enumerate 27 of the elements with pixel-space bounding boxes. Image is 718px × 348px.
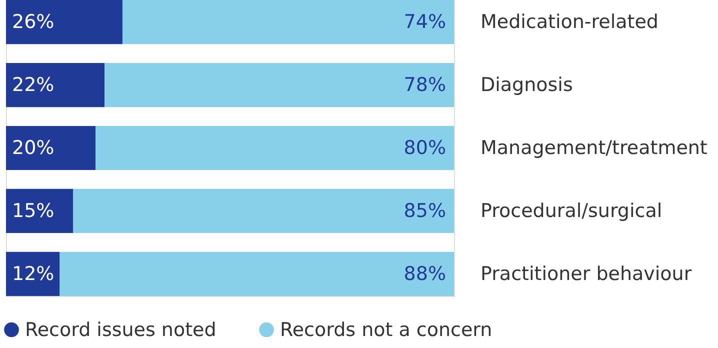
bar: [6, 126, 96, 170]
y-tick-label: Medication-related: [480, 11, 658, 34]
bar: [73, 188, 454, 234]
data-label: 74%: [404, 11, 446, 34]
data-label: 26%: [12, 11, 54, 34]
data-label: 80%: [404, 137, 446, 159]
data-label: 12%: [12, 262, 54, 285]
bar: [6, 188, 74, 234]
data-label: 85%: [404, 200, 446, 222]
bar: [6, 62, 105, 108]
data-label: 88%: [404, 262, 446, 285]
legend-label: Record issues noted: [25, 318, 216, 341]
bar: [6, 252, 60, 296]
data-label: 78%: [404, 74, 446, 96]
bar: [60, 252, 454, 296]
y-tick-label: Management/treatment: [480, 137, 708, 159]
data-label: 22%: [12, 74, 54, 96]
y-tick-label: Practitioner behaviour: [480, 262, 692, 285]
legend-label: Records not a concern: [280, 318, 492, 341]
y-tick-label: Diagnosis: [480, 74, 573, 96]
data-label: 15%: [12, 200, 54, 222]
bar: [6, 0, 122, 44]
bar: [104, 62, 454, 108]
data-label: 20%: [12, 137, 54, 159]
bar: [122, 0, 454, 44]
y-tick-label: Procedural/surgical: [480, 200, 662, 222]
bar: [96, 126, 454, 170]
